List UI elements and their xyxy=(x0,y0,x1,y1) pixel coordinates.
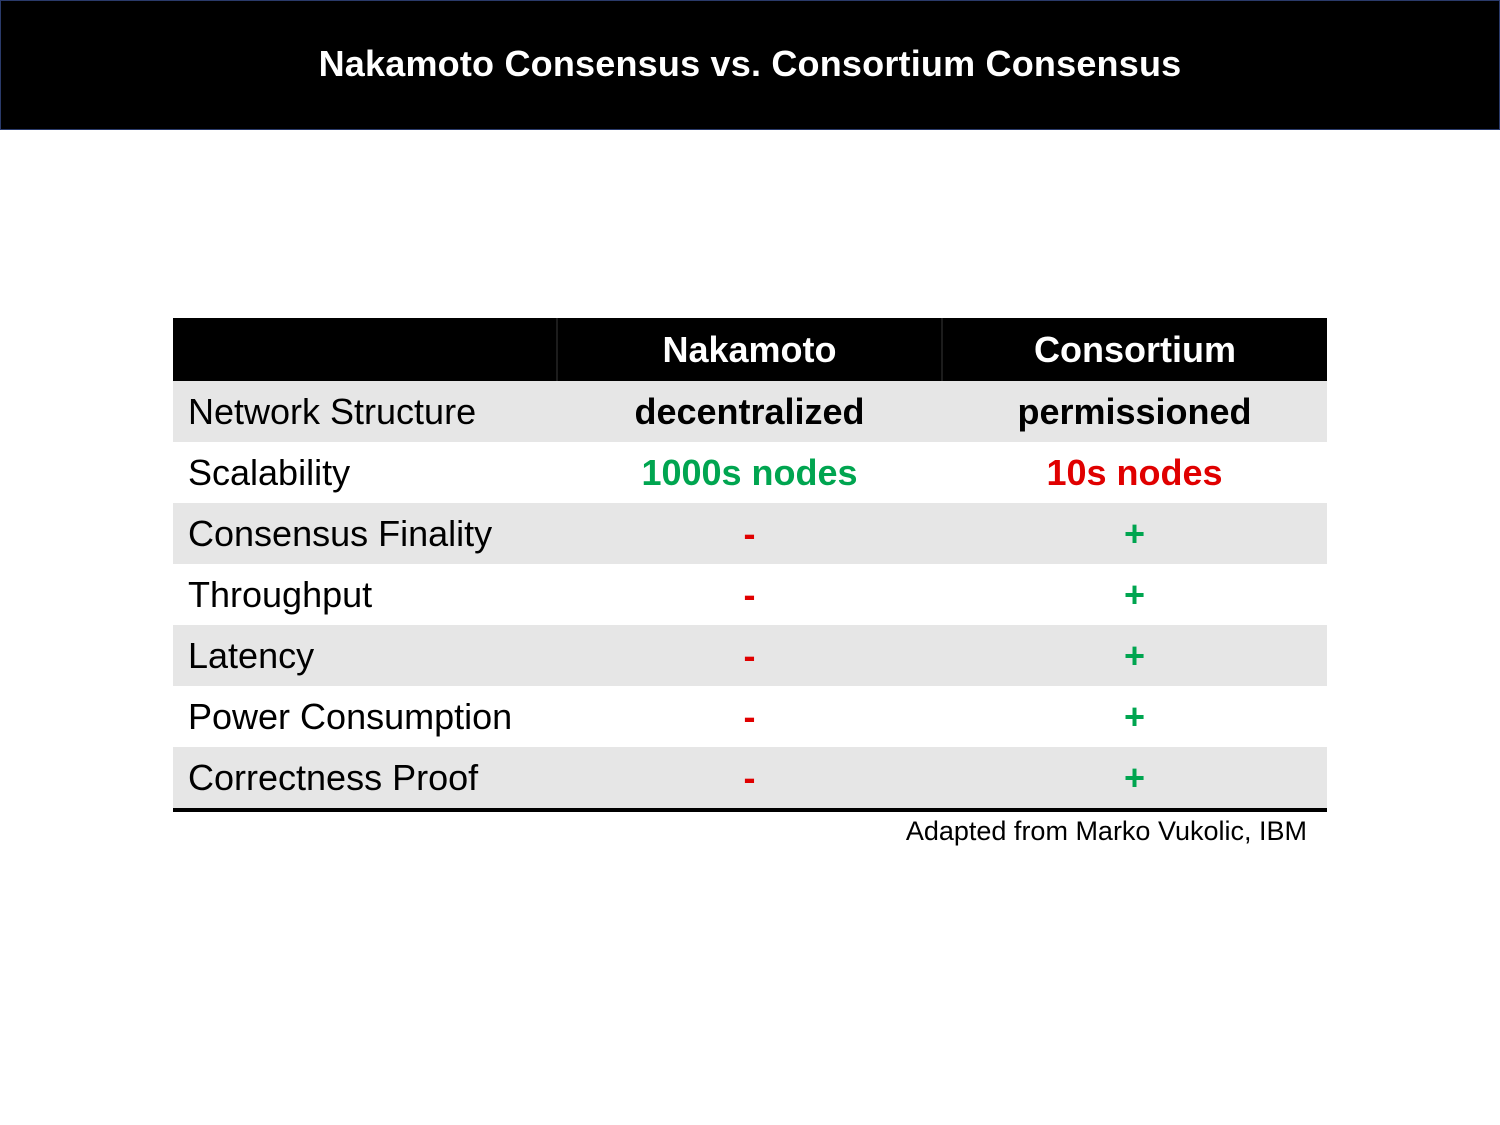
row-label: Power Consumption xyxy=(173,686,557,747)
row-label: Latency xyxy=(173,625,557,686)
title-bar: Nakamoto Consensus vs. Consortium Consen… xyxy=(0,0,1500,130)
header-nakamoto: Nakamoto xyxy=(556,318,942,381)
consortium-value: permissioned xyxy=(942,381,1327,442)
table-row: Network Structure decentralized permissi… xyxy=(173,381,1327,442)
consortium-value: + xyxy=(942,686,1327,747)
nakamoto-value: - xyxy=(557,747,942,810)
slide-title: Nakamoto Consensus vs. Consortium Consen… xyxy=(318,43,1182,84)
table-row: Latency - + xyxy=(173,625,1327,686)
table-row: Consensus Finality - + xyxy=(173,503,1327,564)
table-row: Scalability 1000s nodes 10s nodes xyxy=(173,442,1327,503)
row-label: Scalability xyxy=(173,442,557,503)
consortium-value: + xyxy=(942,625,1327,686)
row-label: Network Structure xyxy=(173,381,557,442)
comparison-table: Nakamoto Consortium Network Structure de… xyxy=(173,318,1327,812)
source-footnote: Adapted from Marko Vukolic, IBM xyxy=(905,816,1307,846)
consortium-value: + xyxy=(942,503,1327,564)
nakamoto-value: - xyxy=(557,564,942,625)
table-header-row: Nakamoto Consortium xyxy=(173,318,1327,381)
nakamoto-value: 1000s nodes xyxy=(557,442,942,503)
row-label: Consensus Finality xyxy=(173,503,557,564)
nakamoto-value: - xyxy=(557,625,942,686)
header-consortium: Consortium xyxy=(941,318,1327,381)
consortium-value: 10s nodes xyxy=(942,442,1327,503)
table-row: Correctness Proof - + xyxy=(173,747,1327,810)
table-row: Power Consumption - + xyxy=(173,686,1327,747)
header-empty-cell xyxy=(173,318,557,381)
nakamoto-value: - xyxy=(557,686,942,747)
nakamoto-value: decentralized xyxy=(557,381,942,442)
table-row: Throughput - + xyxy=(173,564,1327,625)
consortium-value: + xyxy=(942,564,1327,625)
row-label: Throughput xyxy=(173,564,557,625)
nakamoto-value: - xyxy=(557,503,942,564)
consortium-value: + xyxy=(942,747,1327,810)
row-label: Correctness Proof xyxy=(173,747,557,810)
